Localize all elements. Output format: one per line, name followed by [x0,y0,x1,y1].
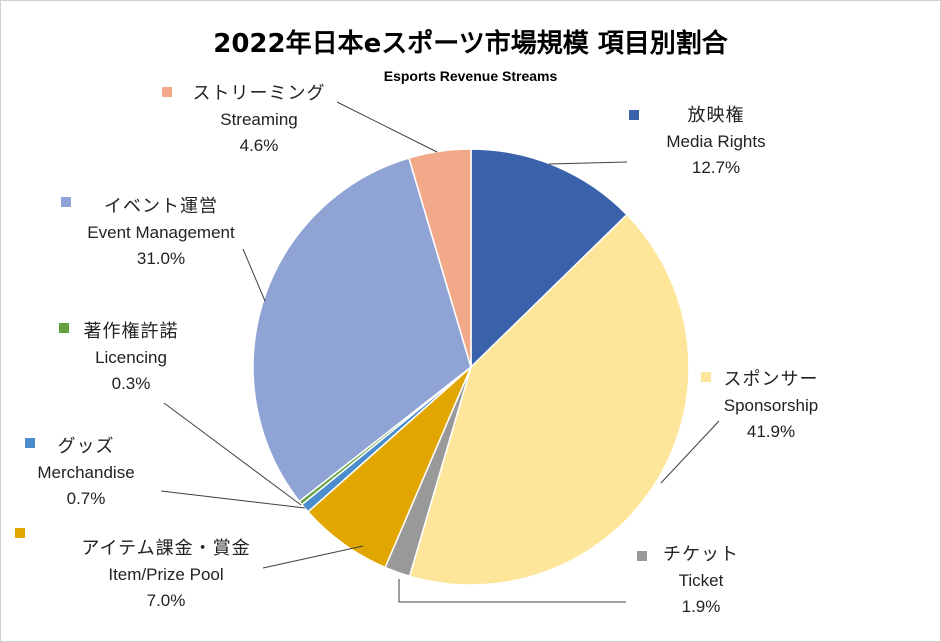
legend-swatch-6 [61,197,71,207]
slice-label-percent: 0.3% [111,374,151,393]
slice-label-en: Sponsorship [723,396,819,415]
leader-line-1 [660,420,720,484]
pie-slice-7 [407,148,472,368]
leader-line-5 [163,402,302,506]
legend-swatch-0 [629,110,639,120]
slice-label-6: イベント運営 Event Management 31.0% [61,194,261,272]
leader-line-3 [262,545,364,569]
slice-label-1: スポンサー Sponsorship 41.9% [701,367,841,445]
legend-swatch-2 [637,551,647,561]
legend-swatch-1 [701,372,711,382]
slice-label-jp: グッズ [57,436,115,457]
slice-label-en: Ticket [678,571,724,590]
slice-label-percent: 7.0% [146,591,186,610]
slice-label-5: 著作権許諾 Licencing 0.3% [51,319,211,397]
slice-label-0: 放映権 Media Rights 12.7% [641,103,791,181]
slice-label-en: Item/Prize Pool [108,565,224,584]
slice-label-percent: 1.9% [681,597,721,616]
slice-label-percent: 41.9% [746,422,796,441]
slice-label-percent: 4.6% [239,136,279,155]
pie-slice-1 [408,213,690,586]
slice-label-3: アイテム課金・賞金 Item/Prize Pool 7.0% [61,536,271,614]
leader-lines [160,101,720,603]
leader-line-7 [336,101,438,153]
leader-line-6 [242,248,266,302]
legend-swatch-4 [25,438,35,448]
pie-slice-6 [252,157,472,503]
legend-swatch-5 [59,323,69,333]
legend-swatch-3 [15,528,25,538]
slice-label-jp: 著作権許諾 [83,321,179,342]
slice-label-jp: 放映権 [687,105,745,126]
legend-swatch-7 [162,87,172,97]
slice-label-en: Licencing [95,348,167,367]
slice-label-7: ストリーミング Streaming 4.6% [159,81,359,159]
slice-label-2: チケット Ticket 1.9% [641,542,761,620]
chart-title: 2022年日本eスポーツ市場規模 項目別割合 [213,29,728,59]
slice-label-en: Event Management [87,223,235,242]
slice-label-en: Merchandise [37,463,135,482]
pie-slice-0 [470,148,629,369]
slice-label-jp: イベント運営 [104,196,218,217]
leader-line-4 [160,490,306,509]
slice-label-en: Media Rights [666,132,766,151]
pie-slices [252,148,690,586]
slice-label-jp: チケット [663,544,739,565]
slice-label-4: グッズ Merchandise 0.7% [11,434,161,512]
leader-line-0 [548,161,628,165]
slice-label-percent: 0.7% [66,489,106,508]
slice-label-jp: ストリーミング [192,83,326,104]
slice-label-percent: 12.7% [691,158,741,177]
slice-label-en: Streaming [220,110,298,129]
leader-line-2 [398,579,626,603]
slice-label-jp: スポンサー [723,369,819,390]
slice-label-jp: アイテム課金・賞金 [81,538,251,559]
chart-subtitle: Esports Revenue Streams [383,68,558,84]
slice-label-percent: 31.0% [136,249,186,268]
